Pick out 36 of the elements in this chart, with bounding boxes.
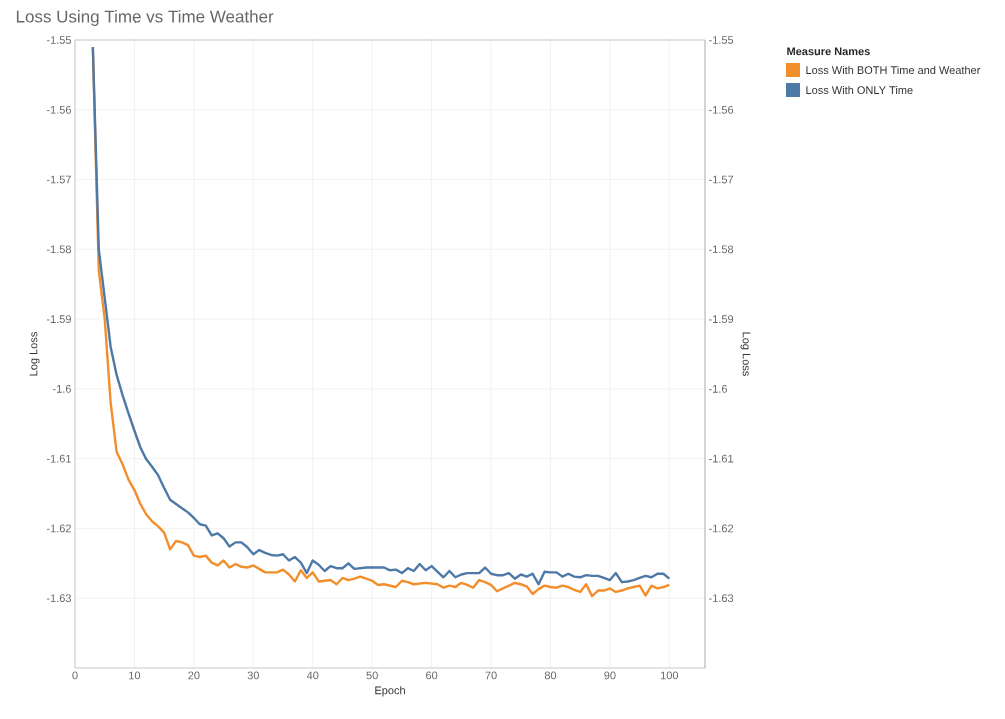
y-tick-label: -1.57 bbox=[46, 175, 71, 184]
legend-label: Loss With ONLY Time bbox=[806, 85, 913, 95]
y2-tick-label: -1.6 bbox=[709, 384, 728, 393]
y-tick-label: -1.63 bbox=[46, 594, 71, 603]
x-tick-label: 70 bbox=[485, 671, 497, 680]
x-tick-label: 30 bbox=[247, 671, 259, 680]
y-tick-label: -1.56 bbox=[46, 105, 71, 114]
y2-tick-label: -1.61 bbox=[709, 454, 734, 463]
y-tick-label: -1.61 bbox=[46, 454, 71, 463]
y2-tick-label: -1.63 bbox=[709, 594, 734, 603]
y2-tick-label: -1.58 bbox=[709, 245, 734, 254]
legend-label: Loss With BOTH Time and Weather bbox=[806, 65, 981, 75]
y-tick-label: -1.58 bbox=[46, 245, 71, 254]
y-tick-label: -1.59 bbox=[46, 315, 71, 323]
x-tick-label: 0 bbox=[72, 671, 78, 680]
y-tick-label: -1.6 bbox=[53, 384, 71, 393]
x-tick-label: 40 bbox=[306, 671, 319, 680]
y2-tick-label: -1.62 bbox=[709, 524, 734, 533]
y2-axis-title: Log Loss bbox=[740, 332, 751, 376]
legend-title: Measure Names bbox=[787, 47, 870, 56]
x-tick-label: 90 bbox=[604, 671, 616, 680]
y2-tick-label: -1.57 bbox=[709, 175, 734, 184]
y2-tick-label: -1.55 bbox=[709, 36, 734, 44]
x-tick-label: 80 bbox=[544, 671, 557, 680]
x-tick-label: 20 bbox=[188, 671, 200, 680]
y-tick-label: -1.62 bbox=[46, 524, 71, 533]
y2-tick-label: -1.59 bbox=[709, 315, 734, 323]
y-tick-label: -1.55 bbox=[46, 36, 71, 44]
x-tick-label: 50 bbox=[366, 671, 378, 680]
chart-title: Loss Using Time vs Time Weather bbox=[16, 10, 274, 26]
x-tick-label: 60 bbox=[426, 671, 438, 680]
y2-tick-label: -1.56 bbox=[709, 105, 734, 114]
x-tick-label: 10 bbox=[129, 671, 141, 680]
y-axis-title: Log Loss bbox=[29, 332, 40, 376]
x-axis-title: Epoch bbox=[375, 686, 405, 697]
x-tick-label: 100 bbox=[661, 671, 679, 680]
